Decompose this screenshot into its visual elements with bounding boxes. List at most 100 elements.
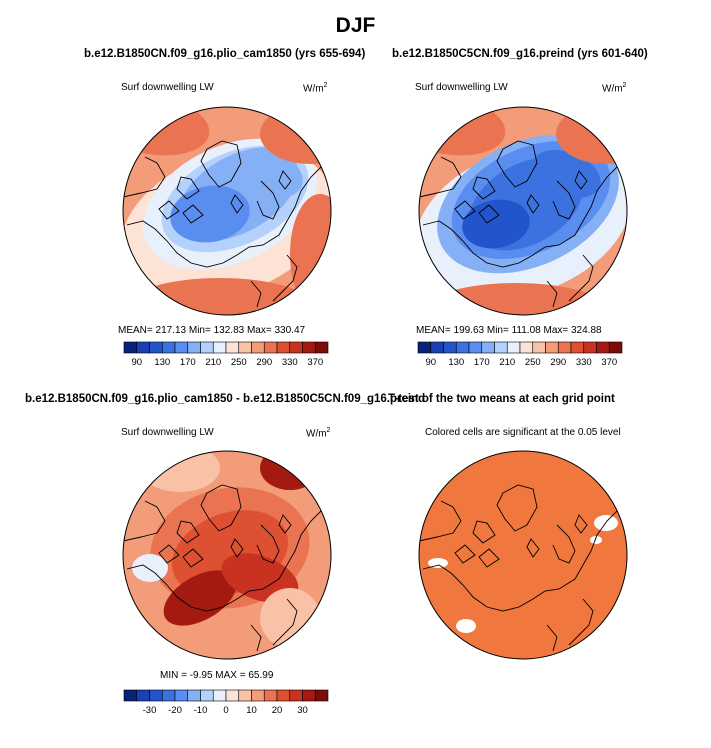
panel2-colorbar-tick-label: 330 (576, 357, 592, 368)
panel4-title: T-test of the two means at each grid poi… (388, 393, 615, 405)
panel1-colorbar-tick-label: 90 (131, 357, 142, 368)
panel1-variable: Surf downwelling LW (121, 82, 214, 93)
panel2-colorbar-swatch (506, 341, 521, 354)
panel3-colorbar-tick-label: 0 (223, 705, 228, 716)
panel3-colorbar-swatch (161, 689, 176, 702)
panel3-variable: Surf downwelling LW (121, 427, 214, 438)
panel4-variable: Colored cells are significant at the 0.0… (425, 427, 621, 438)
panel1-colorbar-tick-label: 210 (205, 357, 221, 368)
panel1-title: b.e12.B1850CN.f09_g16.plio_cam1850 (yrs … (84, 48, 366, 60)
panel3-colorbar-swatch (149, 689, 163, 702)
panel2-colorbar-tick-label: 90 (425, 357, 436, 368)
panel3-colorbar-swatch (251, 689, 265, 702)
panel2-colorbar-swatch (430, 341, 444, 354)
panel1-colorbar-swatch (276, 341, 291, 354)
panel2-colorbar-swatch (417, 341, 432, 354)
panel1-stats: MEAN= 217.13 Min= 132.83 Max= 330.47 (118, 325, 306, 336)
panel1-colorbar-swatch (238, 341, 252, 354)
panel3-colorbar-swatch (238, 689, 252, 702)
panel2-colorbar-swatch (545, 341, 559, 354)
coastline (419, 140, 620, 308)
panel3-colorbar-tick-label: 10 (246, 705, 257, 716)
panel3-colorbar-tick-label: -10 (194, 705, 208, 716)
coastline (123, 484, 324, 652)
figure-title: DJF (335, 14, 376, 37)
panel2-title: b.e12.B1850C5CN.f09_g16.preind (yrs 601-… (392, 48, 648, 60)
panel3-colorbar-swatch (187, 689, 201, 702)
panel1-colorbar-swatch (187, 341, 201, 354)
panel1-colorbar-swatch (123, 341, 138, 354)
panel3-colorbar-swatch (136, 689, 150, 702)
panel1-map (122, 106, 332, 316)
panel3-colorbar-swatch (225, 689, 240, 702)
panel3-map (122, 450, 332, 660)
panel2-colorbar-tick-label: 130 (448, 357, 464, 368)
panel2-colorbar-swatch (468, 341, 483, 354)
panel3-units: W/m2 (306, 427, 331, 440)
panel3-colorbar-tick-label: -30 (143, 705, 157, 716)
panel1-colorbar-tick-label: 370 (307, 357, 323, 368)
panel1-colorbar-tick-label: 330 (282, 357, 298, 368)
panel3-colorbar-swatch (263, 689, 278, 702)
map-boundary (122, 450, 332, 660)
panel2-colorbar-tick-label: 250 (525, 357, 541, 368)
panel2-colorbar-tick-label: 170 (474, 357, 490, 368)
panel1-colorbar-swatch (174, 341, 189, 354)
panel3-title: b.e12.B1850CN.f09_g16.plio_cam1850 - b.e… (25, 393, 426, 405)
panel3-colorbar-swatch (289, 689, 303, 702)
panel1-colorbar-swatch (225, 341, 240, 354)
panel1-colorbar-swatch (251, 341, 265, 354)
panel2-colorbar-swatch (494, 341, 508, 354)
panel1-colorbar-swatch (212, 341, 227, 354)
panel3-colorbar-swatch (123, 689, 138, 702)
panel2-colorbar-swatch (596, 341, 610, 354)
panel2-colorbar-tick-label: 290 (550, 357, 566, 368)
panel2-colorbar-tick-label: 210 (499, 357, 515, 368)
panel1-colorbar-tick-label: 290 (256, 357, 272, 368)
panel2-colorbar-tick-label: 370 (601, 357, 617, 368)
panel3-colorbar-tick-label: -20 (168, 705, 182, 716)
map-field (123, 451, 331, 659)
panel2-colorbar-swatch (443, 341, 457, 354)
panel3-colorbar-tick-label: 30 (297, 705, 308, 716)
panel1-colorbar-tick-label: 170 (180, 357, 196, 368)
map-boundary (418, 450, 628, 660)
panel3-stats: MIN = -9.95 MAX = 65.99 (160, 670, 274, 681)
coastline (123, 140, 324, 308)
map-field (419, 451, 627, 659)
panel1-units: W/m2 (303, 82, 328, 95)
panel2-colorbar-swatch (532, 341, 546, 354)
panel2-colorbar: 90 130 170 210 250 290 330 370 (417, 341, 623, 368)
panel1-colorbar-swatch (200, 341, 214, 354)
panel2-units: W/m2 (602, 82, 627, 95)
panel3-colorbar-swatch (302, 689, 316, 702)
panel3-colorbar-swatch (276, 689, 291, 702)
panel2-colorbar-swatch (481, 341, 495, 354)
panel2-variable: Surf downwelling LW (415, 82, 508, 93)
panel1-colorbar-swatch (161, 341, 176, 354)
panel3-colorbar-swatch (200, 689, 214, 702)
panel2-colorbar-swatch (608, 341, 623, 354)
panel2-colorbar-swatch (519, 341, 534, 354)
panel4-map (418, 450, 628, 660)
panel2-colorbar-swatch (570, 341, 585, 354)
map-field (123, 107, 331, 315)
panel2-colorbar-swatch (557, 341, 572, 354)
map-boundary (418, 106, 628, 316)
map-boundary (122, 106, 332, 316)
panel1-colorbar: 90 130 170 210 250 290 330 370 (123, 341, 329, 368)
panel1-colorbar-swatch (289, 341, 303, 354)
panel1-colorbar-swatch (149, 341, 163, 354)
panel2-map (418, 106, 628, 316)
panel1-colorbar-swatch (263, 341, 278, 354)
panel3-colorbar-swatch (314, 689, 329, 702)
panel1-colorbar-swatch (314, 341, 329, 354)
panel3-colorbar-swatch (174, 689, 189, 702)
map-field (419, 107, 627, 315)
panel2-colorbar-swatch (455, 341, 470, 354)
panel1-colorbar-tick-label: 130 (154, 357, 170, 368)
panel3-colorbar-tick-label: 20 (272, 705, 283, 716)
panel3-colorbar: -30 -20 -10 0 10 20 30 (123, 689, 329, 716)
panel1-colorbar-swatch (302, 341, 316, 354)
coastline (419, 484, 620, 652)
